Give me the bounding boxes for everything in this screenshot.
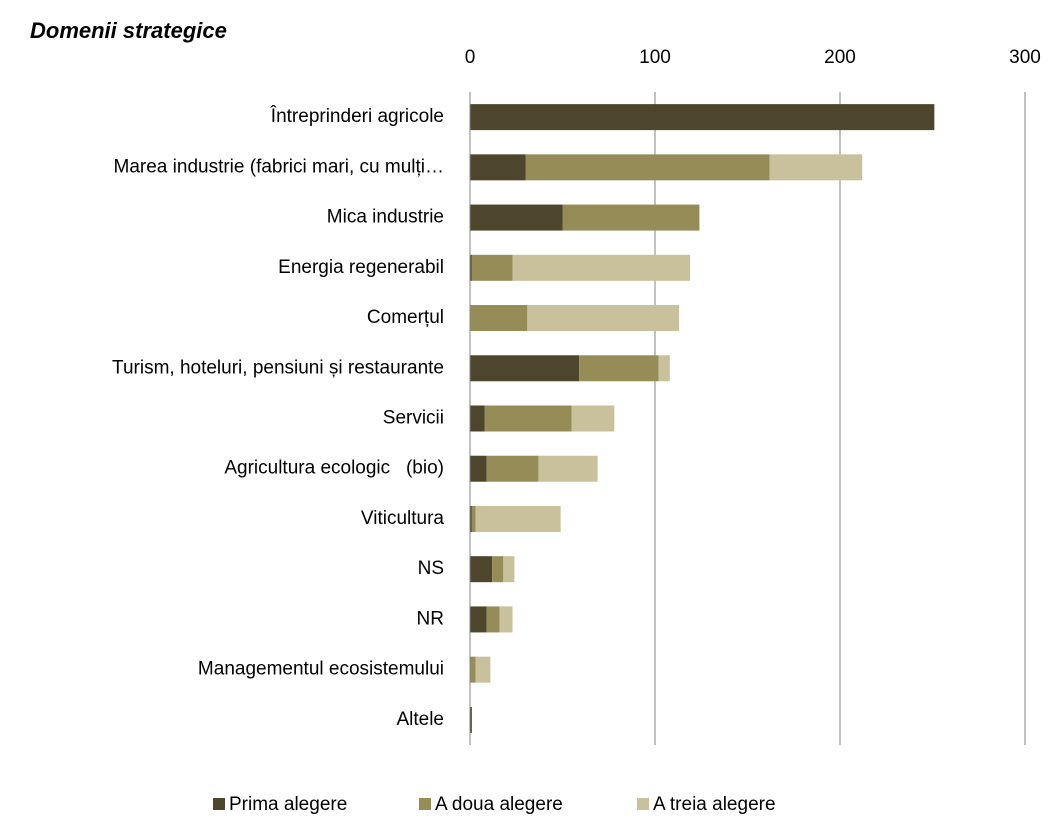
legend-swatch — [213, 798, 225, 810]
bar-segment — [492, 556, 504, 583]
bar-segment — [470, 204, 563, 231]
x-tick-label: 200 — [824, 47, 856, 68]
bar-segment — [470, 556, 493, 583]
bar-segment — [475, 505, 561, 532]
y-tick-label: Agricultura ecologic (bio) — [224, 458, 444, 479]
y-tick-label: NS — [418, 558, 444, 579]
bar-segment — [470, 405, 485, 432]
bar-segment — [470, 355, 580, 382]
legend-label: A treia alegere — [653, 794, 776, 815]
bar-segment — [769, 154, 863, 181]
bar-segment — [579, 355, 659, 382]
y-tick-label: Turism, hoteluri, pensiuni și restaurant… — [112, 357, 444, 378]
bar-segment — [527, 305, 680, 332]
x-tick-label: 300 — [1009, 47, 1041, 68]
y-tick-label: Energia regenerabil — [278, 257, 444, 278]
bar-segment — [471, 254, 513, 281]
bar-segment — [486, 606, 500, 633]
y-tick-label: Mica industrie — [327, 207, 444, 228]
y-tick-label: NR — [417, 608, 444, 629]
y-tick-label: Comerțul — [367, 307, 444, 328]
legend-swatch — [637, 798, 649, 810]
bar-segment — [512, 254, 691, 281]
bar-segment — [470, 104, 935, 131]
bar-segment — [571, 405, 615, 432]
x-tick-label: 100 — [639, 47, 671, 68]
y-tick-label: Altele — [396, 709, 444, 730]
bar-segment — [499, 606, 513, 633]
chart-title: Domenii strategice — [30, 18, 227, 43]
legend-label: Prima alegere — [229, 794, 347, 815]
x-tick-label: 0 — [465, 47, 476, 68]
bar-segment — [470, 606, 487, 633]
legend-label: A doua alegere — [435, 794, 563, 815]
bar-segment — [471, 505, 476, 532]
y-tick-label: Managementul ecosistemului — [198, 659, 444, 680]
bar-segment — [470, 656, 476, 683]
legend-swatch — [419, 798, 431, 810]
bar-segment — [475, 656, 491, 683]
bar-segment — [538, 455, 598, 482]
y-tick-label: Marea industrie (fabrici mari, cu mulți… — [114, 156, 444, 177]
bar-segment — [470, 154, 526, 181]
bar-segment — [525, 154, 770, 181]
y-tick-label: Servicii — [383, 408, 444, 429]
bar-segment — [470, 455, 487, 482]
bar-segment — [484, 405, 572, 432]
bar-segment — [562, 204, 700, 231]
bar-segment — [470, 706, 472, 733]
bar-segment — [470, 254, 472, 281]
y-tick-label: Viticultura — [361, 508, 445, 529]
bar-segment — [470, 305, 528, 332]
bar-segment — [503, 556, 515, 583]
bar-segment — [486, 455, 539, 482]
bar-segment — [470, 505, 472, 532]
bar-segment — [658, 355, 670, 382]
y-tick-label: Întreprinderi agricole — [270, 105, 444, 127]
